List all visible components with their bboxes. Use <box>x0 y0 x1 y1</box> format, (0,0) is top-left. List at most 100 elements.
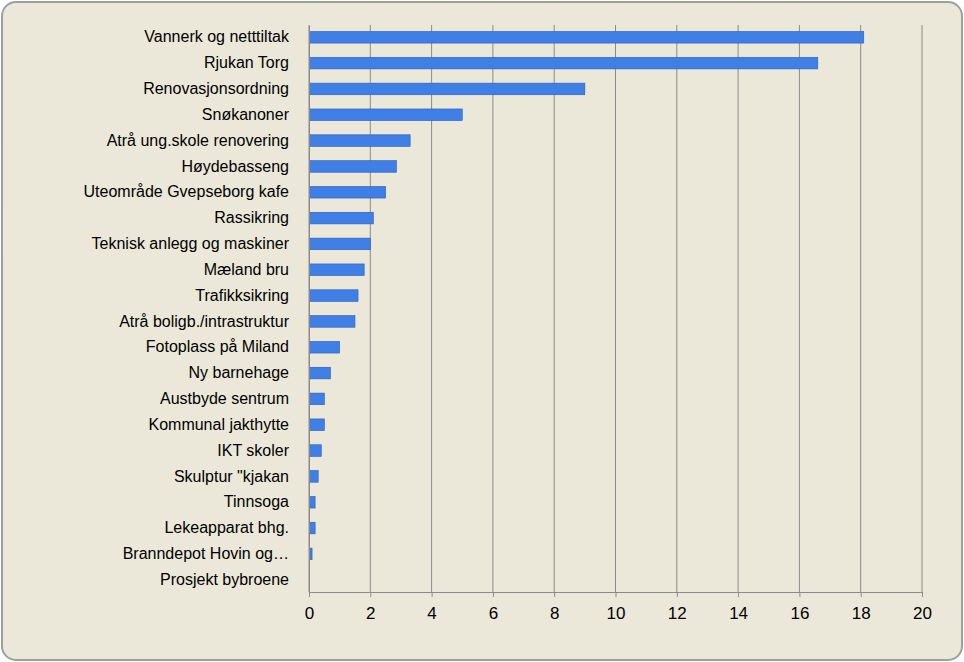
x-tick-mark <box>861 592 862 597</box>
grid-line <box>676 25 677 592</box>
x-tick-mark <box>616 592 617 597</box>
bar <box>309 341 340 353</box>
y-tick: Høydebasseng <box>181 158 309 175</box>
y-tick-label: Mæland bru <box>204 261 289 278</box>
grid-line <box>738 25 739 592</box>
y-tick: Branndepot Hovin og… <box>123 545 309 562</box>
grid-line <box>799 25 800 592</box>
y-tick-label: Teknisk anlegg og maskiner <box>92 235 290 252</box>
y-tick-label: Fotoplass på Miland <box>146 338 289 355</box>
y-tick-label: Trafikksikring <box>195 287 289 304</box>
y-tick: Atrå ung.skole renovering <box>107 132 309 149</box>
bar <box>309 316 355 328</box>
grid-line <box>309 25 310 592</box>
y-tick-label: Rjukan Torg <box>204 54 289 71</box>
y-tick-label: Kommunal jakthytte <box>148 416 289 433</box>
y-axis: Vannerk og netttiltak Rjukan Torg Renovasj… <box>84 26 310 593</box>
x-tick-label: 20 <box>913 604 932 623</box>
bar <box>309 290 358 302</box>
y-tick: Atrå boligb./intrastruktur <box>119 313 309 330</box>
y-tick: IKT skoler <box>217 442 309 459</box>
x-axis: 0 2 4 6 8 10 12 14 16 18 20 <box>305 592 932 623</box>
y-tick: Skulptur "kjakan <box>174 468 309 485</box>
x-tick-label: 12 <box>668 604 687 623</box>
bar <box>309 471 318 483</box>
x-tick-mark <box>738 592 739 597</box>
y-tick-label: Atrå ung.skole renovering <box>107 132 289 149</box>
bar <box>309 393 324 405</box>
x-tick-label: 4 <box>427 604 436 623</box>
y-tick: Rassikring <box>214 209 309 226</box>
y-tick: Lekeapparat bhg. <box>164 519 309 536</box>
bar <box>309 367 330 379</box>
y-tick: Uteområde Gvepseborg kafe <box>84 183 309 200</box>
y-tick-label: Atrå boligb./intrastruktur <box>119 313 290 330</box>
x-tick-mark <box>554 592 555 597</box>
x-tick: 0 <box>305 592 314 623</box>
y-tick: Ny barnehage <box>188 364 309 381</box>
bar <box>309 445 321 457</box>
x-tick: 12 <box>668 592 687 623</box>
bar <box>309 238 370 250</box>
bar <box>309 109 462 121</box>
x-tick: 6 <box>489 592 498 623</box>
x-tick: 20 <box>913 592 932 623</box>
grid-line <box>922 25 923 592</box>
x-tick-label: 6 <box>489 604 498 623</box>
bar <box>309 31 864 43</box>
x-tick-label: 16 <box>790 604 809 623</box>
grid <box>309 25 922 592</box>
y-tick: Renovasjonsordning <box>143 80 309 97</box>
y-tick-label: Høydebasseng <box>181 158 289 175</box>
y-tick-label: Snøkanoner <box>202 106 290 123</box>
y-tick-label: Rassikring <box>214 209 289 226</box>
y-tick-label: Branndepot Hovin og… <box>123 545 289 562</box>
bar <box>309 161 396 173</box>
grid-line <box>615 25 616 592</box>
bar <box>309 186 386 198</box>
y-tick: Kommunal jakthytte <box>148 416 309 433</box>
x-tick-label: 0 <box>305 604 314 623</box>
bar <box>309 135 410 147</box>
y-tick: Prosjekt bybroene <box>160 571 309 588</box>
x-tick-mark <box>432 592 433 597</box>
x-tick-label: 8 <box>550 604 559 623</box>
grid-line <box>492 25 493 592</box>
background <box>2 2 962 660</box>
y-tick: Vannerk og netttiltak <box>144 28 309 45</box>
y-tick-label: Vannerk og netttiltak <box>144 28 290 45</box>
x-tick-mark <box>370 592 371 597</box>
bar <box>309 212 373 224</box>
bar <box>309 419 324 431</box>
y-tick-label: Ny barnehage <box>188 364 289 381</box>
y-tick-label: Uteområde Gvepseborg kafe <box>84 183 290 200</box>
x-tick: 10 <box>607 592 626 623</box>
bar <box>309 57 818 69</box>
y-tick: Tinnsoga <box>224 493 309 510</box>
y-tick-label: Renovasjonsordning <box>143 80 289 97</box>
bars <box>309 31 864 559</box>
x-tick: 14 <box>729 592 748 623</box>
y-tick: Snøkanoner <box>202 106 309 123</box>
x-tick-label: 14 <box>729 604 748 623</box>
y-tick: Teknisk anlegg og maskiner <box>92 235 309 252</box>
y-tick: Trafikksikring <box>195 287 309 304</box>
x-tick-label: 10 <box>607 604 626 623</box>
grid-line <box>860 25 861 592</box>
y-tick-label: Lekeapparat bhg. <box>164 519 289 536</box>
x-tick-mark <box>493 592 494 597</box>
x-tick-mark <box>309 592 310 597</box>
x-tick: 2 <box>366 592 375 623</box>
y-tick: Rjukan Torg <box>204 54 309 71</box>
x-tick-label: 2 <box>366 604 375 623</box>
x-tick: 16 <box>790 592 809 623</box>
y-tick: Fotoplass på Miland <box>146 338 309 355</box>
x-tick-mark <box>922 592 923 597</box>
x-tick-label: 18 <box>852 604 871 623</box>
chart: 0 2 4 6 8 10 12 14 16 18 20 Vannerk og netttiltak Rj… <box>0 0 964 662</box>
y-tick: Mæland bru <box>204 261 309 278</box>
bar <box>309 264 364 276</box>
y-tick-label: IKT skoler <box>217 442 289 459</box>
y-tick-label: Prosjekt bybroene <box>160 571 289 588</box>
bar <box>309 83 585 95</box>
